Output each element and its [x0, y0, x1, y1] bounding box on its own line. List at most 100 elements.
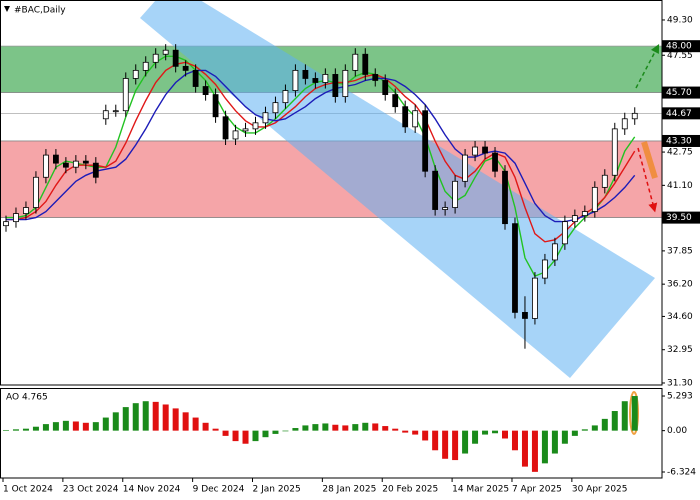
candle-body	[62, 162, 69, 168]
y-tick-label: 36.20	[667, 280, 693, 290]
ao-bar	[412, 430, 419, 435]
candle-body	[591, 186, 598, 212]
x-tick-label: 1 Oct 2024	[3, 485, 53, 495]
candle-body	[342, 69, 349, 98]
candle-body	[92, 162, 99, 178]
symbol-icon	[4, 6, 10, 12]
candle-body	[542, 259, 548, 279]
ao-tick-label: 0.00	[667, 426, 687, 436]
level-tag	[662, 40, 700, 53]
candle-body	[611, 128, 618, 176]
level-label: 45.70	[666, 88, 692, 98]
moving-average	[6, 55, 636, 277]
ao-bar	[282, 430, 289, 432]
candle-body	[3, 221, 9, 227]
candle-body	[282, 90, 289, 104]
level-tag	[662, 86, 700, 99]
candle-body	[322, 74, 329, 83]
y-tick-label: 32.95	[667, 345, 693, 355]
candle-body	[23, 207, 29, 214]
ao-bar	[112, 412, 119, 431]
ao-bar	[332, 424, 339, 431]
price-frame	[0, 0, 663, 386]
candle-body	[472, 146, 478, 156]
candle-body	[422, 110, 429, 172]
candle-body	[82, 160, 89, 164]
x-tick-label: 23 Oct 2024	[63, 485, 119, 495]
ao-bar	[521, 430, 528, 467]
ao-bar	[571, 430, 578, 436]
candle-body	[172, 49, 179, 67]
ao-bar	[242, 430, 249, 444]
candle-body	[312, 78, 319, 83]
y-tick-label: 47.55	[667, 51, 693, 61]
ao-bar	[182, 412, 189, 431]
x-tick-label: 14 Mar 2025	[452, 485, 509, 495]
candle-body	[362, 53, 369, 75]
ao-bar	[502, 430, 508, 439]
candle-body	[432, 170, 439, 210]
plot	[3, 44, 638, 349]
y-tick-label: 49.30	[667, 15, 693, 25]
candle-body	[162, 49, 169, 55]
ao-bar	[262, 430, 269, 438]
y-tick-label: 34.60	[667, 312, 693, 322]
level-label: 44.67	[666, 109, 692, 119]
ao-bar	[482, 430, 489, 435]
candle-body	[352, 53, 359, 71]
ao-bar	[152, 401, 159, 431]
ao-bar	[312, 424, 319, 431]
candle-body	[482, 146, 488, 154]
candle-body	[601, 174, 608, 188]
ao-bar	[462, 430, 469, 454]
candle-body	[292, 69, 299, 91]
candle-body	[382, 80, 389, 95]
ao-bar	[372, 423, 379, 431]
candle-body	[571, 215, 578, 223]
candle-body	[262, 112, 269, 124]
ao-bar	[32, 426, 39, 431]
ao-bar	[541, 430, 548, 464]
candle-body	[412, 110, 419, 128]
candle-body	[372, 74, 379, 81]
x-tick-label: 7 Apr 2025	[512, 485, 562, 495]
y-tick-label: 42.75	[667, 148, 693, 158]
ao-bar	[192, 417, 199, 431]
ao-bar	[342, 425, 349, 431]
candle-body	[532, 277, 538, 319]
candle-body	[182, 65, 189, 71]
candle-body	[53, 154, 59, 164]
y-tick-label: 41.10	[667, 181, 693, 191]
candle-body	[72, 160, 79, 168]
candle-body	[102, 110, 109, 120]
ao-bar	[122, 407, 129, 431]
ao-bar	[631, 396, 638, 431]
ao-bar	[142, 401, 149, 431]
ao-tick-label: -6.324	[667, 468, 696, 478]
level-tag	[662, 211, 700, 224]
ao-bar	[62, 420, 69, 431]
ao-bar	[132, 403, 139, 431]
ao-bar	[3, 429, 9, 431]
ao-bar	[352, 424, 359, 431]
candle-body	[122, 78, 129, 112]
candle-body	[33, 176, 39, 208]
candle-body	[252, 122, 259, 130]
candle-body	[522, 311, 528, 319]
x-tick-label: 30 Apr 2025	[572, 485, 628, 495]
candle-body	[452, 180, 459, 208]
candle-body	[132, 69, 139, 79]
ao-bar	[591, 425, 598, 431]
candle-body	[402, 106, 409, 128]
candle-body	[392, 94, 399, 108]
level-label: 39.50	[666, 213, 692, 223]
ao-bar	[102, 417, 109, 431]
candle-body	[43, 154, 49, 178]
level-label: 48.00	[666, 42, 692, 52]
level-label: 43.30	[666, 136, 692, 146]
level-tag	[662, 107, 700, 120]
ao-bar	[52, 422, 59, 431]
ao-bar	[202, 422, 209, 431]
